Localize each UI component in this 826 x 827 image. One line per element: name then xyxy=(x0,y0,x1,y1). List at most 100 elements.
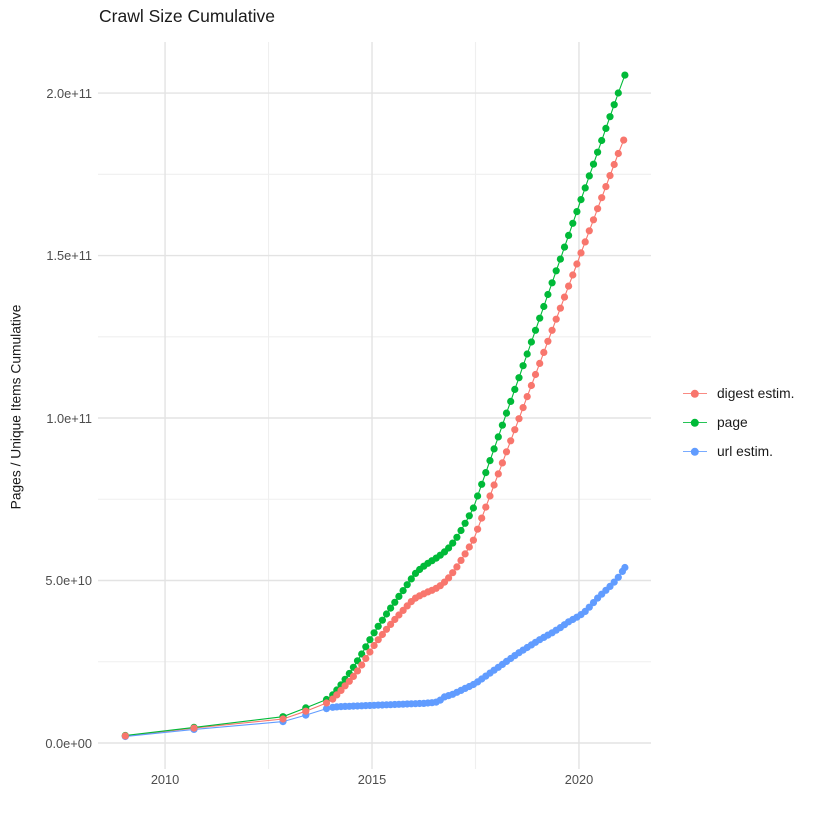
data-point-page xyxy=(366,636,374,644)
data-point-digest-estim- xyxy=(577,249,585,257)
data-point-page xyxy=(569,219,577,227)
data-point-url-estim- xyxy=(585,603,593,611)
data-point-page xyxy=(594,148,602,156)
data-point-digest-estim- xyxy=(598,194,606,202)
legend-key-icon xyxy=(683,442,707,462)
data-point-digest-estim- xyxy=(502,448,511,456)
y-tick-label: 1.0e+11 xyxy=(46,410,92,426)
y-tick-label: 1.5e+11 xyxy=(46,248,92,264)
data-point-page xyxy=(449,539,457,547)
data-point-digest-estim- xyxy=(302,707,310,715)
data-point-url-estim- xyxy=(621,563,629,572)
data-point-page xyxy=(362,643,370,651)
x-tick-label: 2010 xyxy=(150,772,180,787)
data-point-digest-estim- xyxy=(474,525,482,533)
legend-item-url-estim-: url estim. xyxy=(683,437,794,466)
legend-key-icon xyxy=(683,384,707,404)
data-point-digest-estim- xyxy=(378,630,386,639)
data-point-page xyxy=(598,136,606,145)
data-point-page xyxy=(494,433,502,441)
data-point-page xyxy=(507,397,515,405)
data-point-page xyxy=(478,480,486,488)
legend-key-icon xyxy=(683,413,707,433)
data-point-page xyxy=(589,160,598,168)
data-point-page xyxy=(581,184,589,192)
data-point-page xyxy=(474,492,482,500)
legend-label: page xyxy=(717,415,748,430)
data-point-digest-estim- xyxy=(465,543,473,551)
data-point-digest-estim- xyxy=(569,271,577,279)
data-point-digest-estim- xyxy=(366,648,374,656)
data-point-digest-estim- xyxy=(606,172,614,180)
data-point-page xyxy=(610,101,618,109)
data-point-digest-estim- xyxy=(362,654,370,663)
data-point-page xyxy=(387,604,395,612)
data-point-digest-estim- xyxy=(121,732,129,740)
data-point-digest-estim- xyxy=(620,136,628,144)
data-point-digest-estim- xyxy=(614,149,622,158)
data-point-page xyxy=(486,457,494,465)
data-point-digest-estim- xyxy=(478,514,486,522)
data-point-digest-estim- xyxy=(322,699,331,707)
data-point-page xyxy=(469,504,477,512)
series-line-page xyxy=(125,74,626,737)
data-point-digest-estim- xyxy=(374,636,382,644)
data-point-digest-estim- xyxy=(523,393,531,401)
data-point-digest-estim- xyxy=(498,459,506,467)
data-point-digest-estim- xyxy=(445,574,453,582)
data-point-page xyxy=(573,208,581,216)
data-point-digest-estim- xyxy=(461,550,469,558)
x-tick-label: 2015 xyxy=(357,772,387,787)
data-point-digest-estim- xyxy=(581,238,589,246)
legend-item-page: page xyxy=(683,408,794,437)
data-point-digest-estim- xyxy=(507,437,515,445)
data-point-digest-estim- xyxy=(494,470,502,478)
data-point-digest-estim- xyxy=(548,326,556,334)
data-point-digest-estim- xyxy=(573,260,581,268)
data-point-digest-estim- xyxy=(337,686,345,695)
data-point-url-estim- xyxy=(614,573,622,581)
data-point-digest-estim- xyxy=(190,724,198,732)
data-point-page xyxy=(540,302,548,311)
x-tick-label: 2020 xyxy=(564,772,594,787)
data-point-page xyxy=(536,314,544,322)
data-point-page xyxy=(407,575,415,583)
data-point-digest-estim- xyxy=(387,620,395,629)
data-point-digest-estim- xyxy=(486,492,494,500)
data-point-page xyxy=(577,196,585,204)
data-point-page xyxy=(399,587,407,595)
series-line-digest-estim- xyxy=(125,139,625,737)
data-point-page xyxy=(378,616,386,624)
data-point-page xyxy=(560,243,569,251)
series-line-url-estim- xyxy=(125,567,626,738)
data-point-digest-estim- xyxy=(341,682,349,690)
data-point-page xyxy=(403,581,411,589)
data-point-digest-estim- xyxy=(594,205,602,213)
data-point-url-estim- xyxy=(322,705,331,713)
data-point-digest-estim- xyxy=(279,715,287,723)
data-point-digest-estim- xyxy=(589,216,598,224)
y-axis-title: Pages / Unique Items Cumulative xyxy=(8,304,24,510)
data-point-digest-estim- xyxy=(585,227,593,235)
data-point-digest-estim- xyxy=(453,563,461,571)
data-point-digest-estim- xyxy=(511,426,519,434)
data-point-page xyxy=(382,610,391,618)
data-point-page xyxy=(502,409,511,417)
data-point-digest-estim- xyxy=(469,536,477,544)
data-point-page xyxy=(552,267,560,275)
data-point-digest-estim- xyxy=(560,293,569,301)
legend-key-dot xyxy=(690,447,700,456)
data-point-page xyxy=(621,71,629,79)
data-point-digest-estim- xyxy=(349,672,357,681)
data-point-digest-estim- xyxy=(345,677,353,685)
data-point-digest-estim- xyxy=(536,359,544,367)
data-point-digest-estim- xyxy=(556,304,565,312)
data-point-url-estim- xyxy=(610,578,618,586)
data-point-digest-estim- xyxy=(515,415,523,423)
data-point-digest-estim- xyxy=(353,667,362,675)
data-point-digest-estim- xyxy=(540,348,548,356)
data-point-page xyxy=(391,598,399,606)
data-point-digest-estim- xyxy=(457,556,465,565)
data-point-digest-estim- xyxy=(358,661,366,669)
